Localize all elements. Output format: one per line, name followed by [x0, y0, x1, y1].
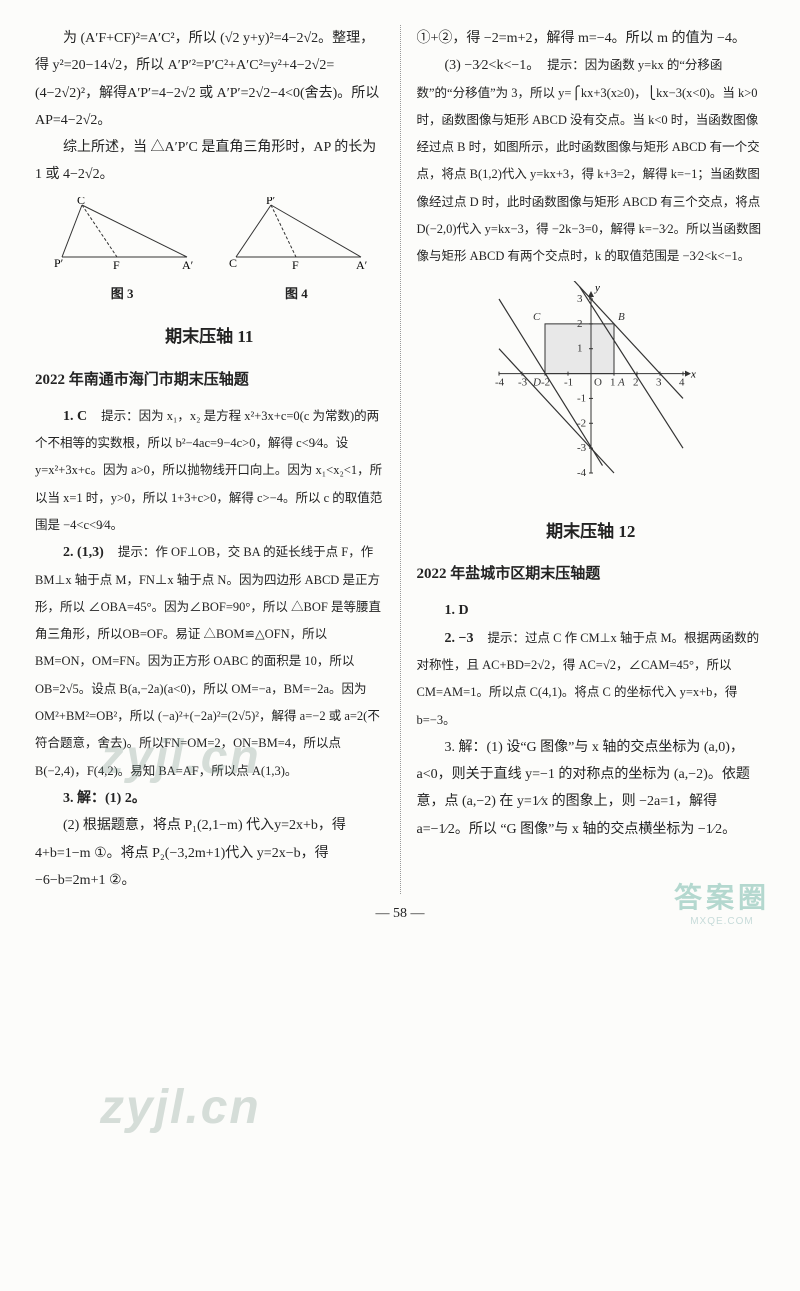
coordinate-chart-wrap: -4-3-2-11234-4-3-2-1123OxyABCD [417, 281, 766, 501]
q2-hint-label: 提示： [118, 545, 156, 559]
right-q2-lead: 2. −3 [445, 631, 488, 646]
right-q2-block: 2. −3 提示：过点 C 作 CM⊥x 轴于点 M。根据两函数的对称性，且 A… [417, 625, 766, 734]
svg-text:-4: -4 [577, 467, 587, 479]
coordinate-chart: -4-3-2-11234-4-3-2-1123OxyABCD [481, 281, 701, 491]
left-p1: 为 (A′F+CF)²=A′C²，所以 (√2 y+y)²=4−2√2。整理，得… [35, 25, 384, 134]
figure-row: C P′ F A′ 图 3 P′ C F A′ 图 4 [35, 197, 384, 307]
q3-part1: 3. 解：(1) 2。 [35, 785, 384, 812]
left-p2: 综上所述，当 △A′P′C 是直角三角形时，AP 的长为 1 或 4−2√2。 [35, 134, 384, 189]
svg-text:-3: -3 [577, 442, 587, 454]
fig4-label-a: A′ [356, 258, 368, 269]
svg-text:A: A [617, 376, 625, 388]
svg-text:x: x [690, 368, 696, 380]
q3-part3: (3) −3⁄2<k<−1。 提示：因为函数 y=kx 的“分移函数”的“分移值… [417, 52, 766, 270]
fig3-label-p: P′ [54, 256, 64, 269]
svg-text:-1: -1 [577, 392, 586, 404]
figure-3-svg: C P′ F A′ [47, 197, 197, 269]
sub-title-nantong: 2022 年南通市海门市期末压轴题 [35, 366, 384, 395]
q1-hint: 因为 x₁，x₂ 是方程 x²+3x+c=0(c 为常数)的两个不相等的实数根，… [35, 409, 382, 532]
fig3-caption: 图 3 [47, 281, 197, 306]
two-column-layout: 为 (A′F+CF)²=A′C²，所以 (√2 y+y)²=4−2√2。整理，得… [35, 25, 765, 894]
svg-text:C: C [533, 311, 541, 323]
q3-3-lead: (3) −3⁄2<k<−1。 [445, 58, 548, 73]
right-column: ①+②，得 −2=m+2，解得 m=−4。所以 m 的值为 −4。 (3) −3… [401, 25, 766, 894]
watermark-2: zyjl.cn [100, 1080, 261, 1135]
fig3-label-c: C [77, 197, 85, 207]
section-title-11: 期末压轴 11 [35, 320, 384, 353]
q3-3-hint-label: 提示： [547, 58, 585, 72]
q2-hint: 作 OF⊥OB，交 BA 的延长线于点 F，作 BM⊥x 轴于点 M，FN⊥x … [35, 545, 381, 777]
svg-text:3: 3 [656, 376, 662, 388]
figure-4-block: P′ C F A′ 图 4 [221, 197, 371, 307]
right-q1-text: 1. D [445, 603, 469, 618]
svg-text:D: D [532, 376, 541, 388]
fig3-label-a: A′ [182, 258, 194, 269]
svg-text:4: 4 [679, 376, 685, 388]
svg-text:-1: -1 [564, 376, 573, 388]
svg-text:1: 1 [610, 376, 616, 388]
right-q2-hint-label: 提示： [487, 631, 525, 645]
svg-text:3: 3 [577, 293, 583, 305]
svg-text:2: 2 [577, 318, 583, 330]
q2-lead: 2. (1,3) [63, 545, 118, 560]
left-column: 为 (A′F+CF)²=A′C²，所以 (√2 y+y)²=4−2√2。整理，得… [35, 25, 401, 894]
page-number: — 58 — [35, 906, 765, 922]
figure-4-svg: P′ C F A′ [221, 197, 371, 269]
q3-3-hint: 因为函数 y=kx 的“分移函数”的“分移值”为 3，所以 y=⎧kx+3(x≥… [417, 58, 762, 263]
svg-text:O: O [594, 376, 602, 388]
q2-block: 2. (1,3) 提示：作 OF⊥OB，交 BA 的延长线于点 F，作 BM⊥x… [35, 539, 384, 785]
sub-title-yancheng: 2022 年盐城市区期末压轴题 [417, 560, 766, 589]
q3-lead: 3. 解：(1) 2。 [63, 791, 146, 806]
right-p1: ①+②，得 −2=m+2，解得 m=−4。所以 m 的值为 −4。 [417, 25, 766, 52]
section-title-12: 期末压轴 12 [417, 515, 766, 548]
right-q3: 3. 解：(1) 设“G 图像”与 x 轴的交点坐标为 (a,0)，a<0，则关… [417, 734, 766, 843]
fig4-label-f: F [292, 258, 299, 269]
svg-text:1: 1 [577, 342, 583, 354]
svg-text:y: y [594, 282, 600, 294]
svg-text:-4: -4 [495, 376, 505, 388]
q1-lead: 1. C [63, 409, 101, 424]
right-q3-text: 3. 解：(1) 设“G 图像”与 x 轴的交点坐标为 (a,0)，a<0，则关… [417, 740, 750, 837]
fig4-label-p: P′ [266, 197, 276, 207]
q1-block: 1. C 提示：因为 x₁，x₂ 是方程 x²+3x+c=0(c 为常数)的两个… [35, 403, 384, 539]
figure-3-block: C P′ F A′ 图 3 [47, 197, 197, 307]
q1-hint-label: 提示： [101, 409, 139, 423]
svg-text:B: B [618, 311, 625, 323]
fig3-label-f: F [113, 258, 120, 269]
fig4-label-c: C [229, 256, 237, 269]
right-q1: 1. D [417, 597, 766, 624]
fig4-caption: 图 4 [221, 281, 371, 306]
q3-part2: (2) 根据题意，将点 P₁(2,1−m) 代入y=2x+b，得 4+b=1−m… [35, 812, 384, 894]
